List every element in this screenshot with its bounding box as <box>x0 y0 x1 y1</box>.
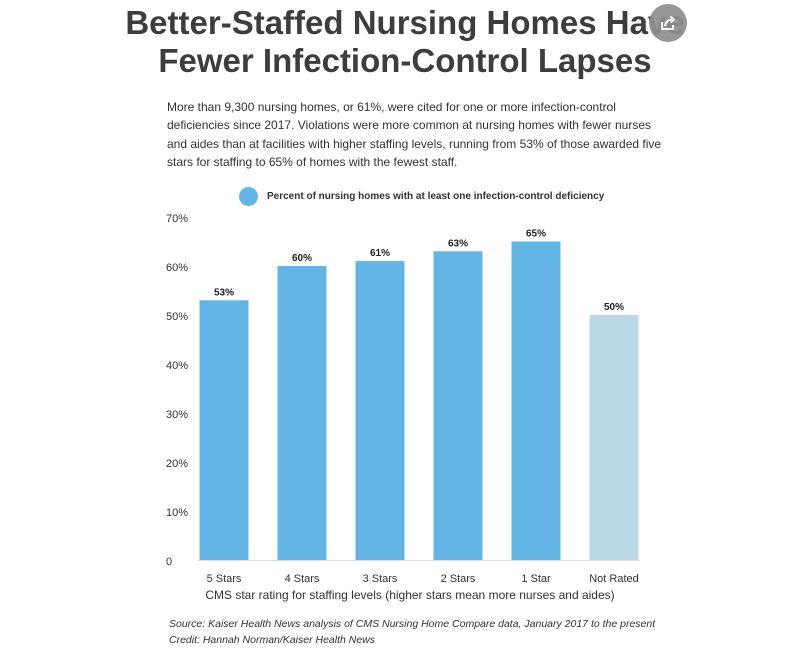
x-tick-label: 4 Stars <box>285 573 320 585</box>
chart-subtitle: More than 9,300 nursing homes, or 61%, w… <box>167 100 662 169</box>
bar <box>277 266 327 560</box>
x-tick-label: 2 Stars <box>441 573 476 585</box>
y-tick-label: 40% <box>166 360 188 372</box>
y-tick-label: 20% <box>166 458 188 470</box>
data-label: 60% <box>292 253 312 264</box>
source-line: Source: Kaiser Health News analysis of C… <box>169 618 656 630</box>
y-tick-label: 0 <box>166 556 172 568</box>
x-tick-label: 3 Stars <box>363 573 398 585</box>
y-tick-label: 70% <box>166 213 188 225</box>
y-tick-label: 60% <box>166 262 188 274</box>
legend: Percent of nursing homes with at least o… <box>239 187 604 206</box>
chart-title-line-2: Fewer Infection-Control Lapses <box>158 42 652 79</box>
y-tick-label: 10% <box>166 507 188 519</box>
legend-label: Percent of nursing homes with at least o… <box>267 191 605 202</box>
x-tick-label: 5 Stars <box>207 573 242 585</box>
bar <box>199 300 249 560</box>
x-tick-label: Not Rated <box>589 573 639 585</box>
data-label: 50% <box>604 302 624 313</box>
bar <box>355 261 405 560</box>
data-label: 53% <box>214 287 234 298</box>
bar <box>589 315 639 560</box>
data-label: 65% <box>526 229 546 240</box>
data-label: 61% <box>370 248 390 259</box>
chart-title: Better-Staffed Nursing Homes Have Fewer … <box>0 4 810 80</box>
credit-line: Credit: Hannah Norman/Kaiser Health News <box>169 634 376 646</box>
y-tick-label: 30% <box>166 409 188 421</box>
legend-swatch <box>239 187 258 206</box>
share-button[interactable] <box>649 4 687 42</box>
bar <box>511 241 561 560</box>
data-label: 63% <box>448 238 468 249</box>
share-icon <box>661 15 675 30</box>
chart-title-line-1: Better-Staffed Nursing Homes Have <box>125 4 685 41</box>
source-credit: Source: Kaiser Health News analysis of C… <box>169 616 655 648</box>
y-tick-label: 50% <box>166 311 188 323</box>
bar <box>433 251 483 561</box>
x-tick-label: 1 Star <box>521 573 551 585</box>
x-axis-title: CMS star rating for staffing levels (hig… <box>205 588 615 602</box>
